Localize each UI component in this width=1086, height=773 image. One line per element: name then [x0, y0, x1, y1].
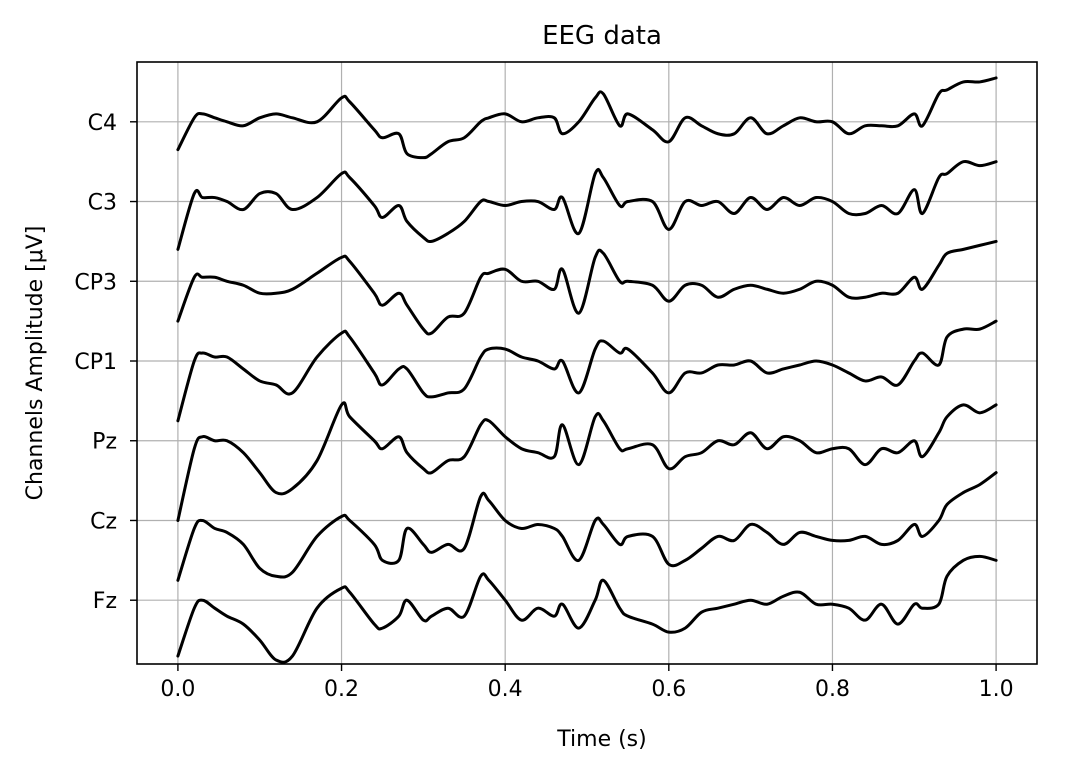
trace-c3 [176, 159, 998, 251]
plot-frame [136, 61, 1038, 665]
x-tick-label: 0.0 [160, 677, 195, 702]
x-tick-label: 0.2 [324, 677, 359, 702]
y-tick-label-pz: Pz [92, 430, 117, 455]
y-tick-label-c4: C4 [88, 111, 117, 136]
trace-cp3 [176, 239, 998, 336]
chart-title: EEG data [542, 21, 662, 51]
y-tick-label-fz: Fz [93, 589, 117, 614]
trace-fz [176, 554, 998, 664]
y-tick-label-cp1: CP1 [74, 350, 117, 375]
grid-lines [137, 62, 1037, 664]
y-tick-label-cz: Cz [90, 509, 117, 534]
y-tick-label-c3: C3 [88, 191, 117, 216]
trace-c4 [176, 76, 998, 160]
trace-cp1 [176, 319, 998, 423]
y-axis-label: Channels Amplitude [μV] [23, 226, 48, 501]
x-axis-label: Time (s) [556, 727, 646, 752]
y-tick-label-cp3: CP3 [74, 270, 117, 295]
x-tick-label: 0.8 [815, 677, 850, 702]
eeg-traces [176, 76, 998, 664]
x-axis-ticks: 0.0 0.2 0.4 0.6 0.8 1.0 [160, 664, 1014, 702]
x-tick-label: 1.0 [979, 677, 1014, 702]
x-tick-label: 0.4 [488, 677, 523, 702]
y-axis-ticks: Fz Cz Pz CP1 CP3 C3 C4 [74, 111, 137, 614]
x-tick-label: 0.6 [651, 677, 686, 702]
trace-cz [176, 471, 998, 582]
trace-pz [176, 401, 998, 522]
